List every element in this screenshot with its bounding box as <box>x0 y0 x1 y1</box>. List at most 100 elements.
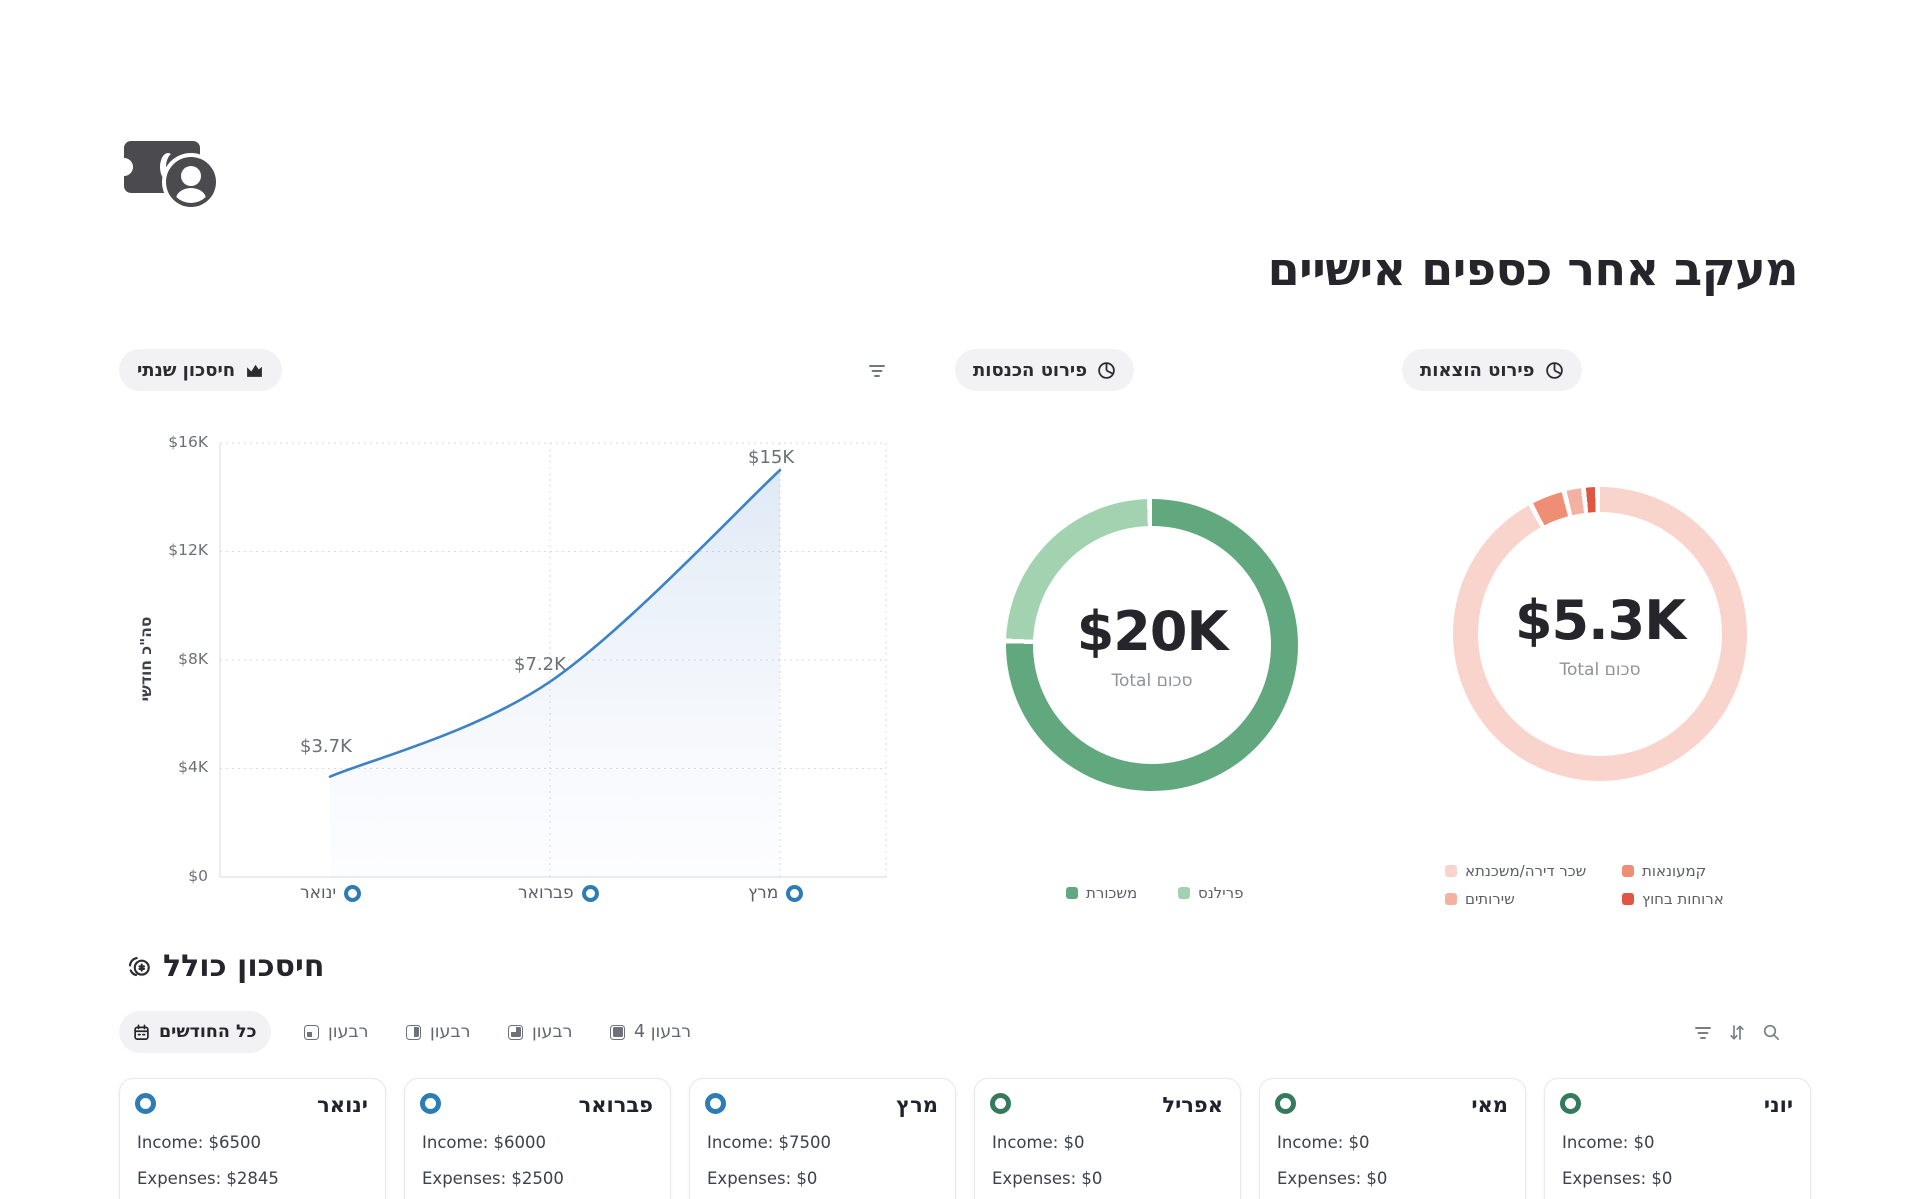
month-expenses: Expenses: $2500 <box>422 1169 564 1188</box>
coins-icon <box>128 956 150 977</box>
xlabel-february-text: פברואר <box>518 883 574 903</box>
annual-savings-plot <box>219 442 887 878</box>
tab-quarter-1[interactable]: רבעון <box>290 1011 383 1053</box>
month-marker-icon <box>786 884 804 902</box>
quarter-4-icon <box>610 1024 625 1040</box>
legend-utilities: שירותים <box>1445 890 1515 908</box>
rent-swatch-icon <box>1445 865 1457 877</box>
legend-eating-out: ארוחות בחוץ <box>1622 890 1724 908</box>
expense-total-label: סכום Total <box>1559 659 1641 680</box>
annual-savings-chart <box>200 435 900 887</box>
month-expenses: Expenses: $0 <box>992 1169 1103 1188</box>
sort-icon[interactable] <box>1726 1021 1748 1043</box>
month-name: מאי <box>1471 1093 1508 1117</box>
expense-total: $5.3K <box>1514 588 1686 652</box>
month-name: ינואר <box>317 1093 368 1117</box>
ytick-16k: $16K <box>168 433 208 451</box>
point-label-jan: $3.7K <box>300 736 352 757</box>
legend-retail-label: קמעונאות <box>1642 862 1707 880</box>
point-label-mar: $15K <box>748 447 795 468</box>
month-status-icon <box>1275 1093 1296 1114</box>
banknote-coin-icon <box>115 141 220 211</box>
month-income: Income: $7500 <box>707 1133 832 1152</box>
tab-quarter-2-label: רבעון <box>430 1022 471 1042</box>
freelance-swatch-icon <box>1178 887 1190 899</box>
xlabel-january-text: ינואר <box>300 883 337 903</box>
month-income: Income: $0 <box>1562 1133 1655 1152</box>
pie-chart-icon <box>1545 361 1563 379</box>
month-card-may[interactable]: מאי Income: $0 Expenses: $0 <box>1259 1078 1526 1199</box>
pie-chart-icon <box>1098 361 1115 379</box>
xlabel-february: פברואר <box>518 883 599 903</box>
annual-filter-icon[interactable] <box>866 360 888 382</box>
quarter-1-icon <box>304 1024 319 1040</box>
eating-out-swatch-icon <box>1622 893 1634 905</box>
month-name: אפריל <box>1162 1093 1223 1117</box>
quarter-2-icon <box>406 1024 421 1040</box>
expense-breakdown-badge-label: פירוט הוצאות <box>1420 359 1535 381</box>
expense-donut-chart: $5.3K סכום Total <box>1453 487 1747 781</box>
month-card-march[interactable]: מרץ Income: $7500 Expenses: $0 <box>689 1078 956 1199</box>
month-expenses: Expenses: $0 <box>1562 1169 1673 1188</box>
tab-quarter-3[interactable]: רבעון <box>494 1011 587 1053</box>
month-income: Income: $6000 <box>422 1133 547 1152</box>
tab-all-months[interactable]: כל החודשים <box>119 1011 271 1053</box>
month-expenses: Expenses: $0 <box>1277 1169 1388 1188</box>
xlabel-january: ינואר <box>300 883 362 903</box>
month-card-june[interactable]: יוני Income: $0 Expenses: $0 <box>1544 1078 1811 1199</box>
legend-rent: שכר דירה/משכנתא <box>1445 862 1586 880</box>
xlabel-march: מרץ <box>748 883 804 903</box>
expense-breakdown-badge[interactable]: פירוט הוצאות <box>1402 349 1582 391</box>
month-status-icon <box>1560 1093 1581 1114</box>
income-breakdown-badge-label: פירוט הכנסות <box>973 359 1088 381</box>
salary-swatch-icon <box>1066 887 1078 899</box>
month-name: פברואר <box>578 1093 653 1117</box>
utilities-swatch-icon <box>1445 893 1457 905</box>
page-title: מעקב אחר כספים אישיים <box>1267 242 1799 296</box>
tab-all-months-label: כל החודשים <box>159 1022 257 1042</box>
income-total-label: סכום Total <box>1111 670 1193 691</box>
total-savings-header: חיסכון כולל <box>126 949 324 984</box>
xlabel-march-text: מרץ <box>748 883 779 903</box>
calendar-icon <box>134 1024 149 1040</box>
tab-quarter-4[interactable]: רבעון 4 <box>596 1011 705 1053</box>
legend-retail: קמעונאות <box>1622 862 1706 880</box>
area-chart-icon <box>247 364 263 377</box>
month-income: Income: $6500 <box>137 1133 262 1152</box>
month-marker-icon <box>581 884 599 902</box>
month-card-april[interactable]: אפריל Income: $0 Expenses: $0 <box>974 1078 1241 1199</box>
legend-rent-label: שכר דירה/משכנתא <box>1465 862 1587 880</box>
month-status-icon <box>705 1093 726 1114</box>
tab-quarter-2[interactable]: רבעון <box>392 1011 485 1053</box>
total-savings-title: חיסכון כולל <box>163 949 325 984</box>
app-logo <box>115 133 222 215</box>
annual-savings-badge[interactable]: חיסכון שנתי <box>119 349 283 391</box>
month-card-january[interactable]: ינואר Income: $6500 Expenses: $2845 <box>119 1078 386 1199</box>
y-axis-title: סה"כ חודשי <box>137 616 155 702</box>
legend-salary: משכורת <box>1066 884 1137 902</box>
tab-quarter-4-label: רבעון 4 <box>634 1022 692 1042</box>
month-name: מרץ <box>896 1093 938 1117</box>
month-income: Income: $0 <box>1277 1133 1370 1152</box>
month-status-icon <box>420 1093 441 1114</box>
legend-freelance-label: פרילנס <box>1198 884 1244 902</box>
month-expenses: Expenses: $2845 <box>137 1169 279 1188</box>
retail-swatch-icon <box>1622 865 1634 877</box>
income-donut-center: $20K סכום Total <box>1033 526 1271 764</box>
month-marker-icon <box>344 884 362 902</box>
point-label-feb: $7.2K <box>514 654 566 675</box>
annual-savings-badge-label: חיסכון שנתי <box>137 359 236 381</box>
tab-quarter-1-label: רבעון <box>328 1022 369 1042</box>
legend-eating-out-label: ארוחות בחוץ <box>1642 890 1724 908</box>
month-name: יוני <box>1763 1093 1793 1117</box>
search-icon[interactable] <box>1760 1021 1782 1043</box>
ytick-8k: $8K <box>178 650 208 668</box>
expense-donut-center: $5.3K סכום Total <box>1478 512 1722 756</box>
legend-utilities-label: שירותים <box>1465 890 1515 908</box>
month-status-icon <box>990 1093 1011 1114</box>
months-filter-icon[interactable] <box>1692 1022 1714 1044</box>
income-breakdown-badge[interactable]: פירוט הכנסות <box>955 349 1135 391</box>
month-card-february[interactable]: פברואר Income: $6000 Expenses: $2500 <box>404 1078 671 1199</box>
income-donut-chart: $20K סכום Total <box>1006 499 1298 791</box>
